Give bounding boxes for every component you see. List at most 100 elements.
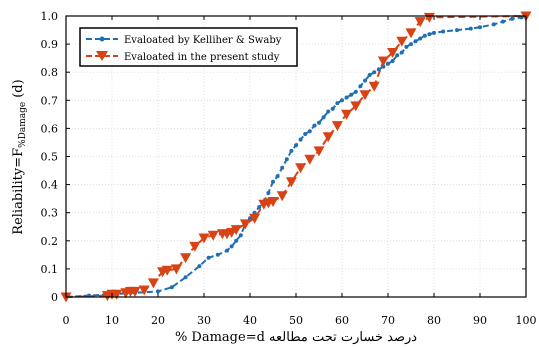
x-axis-label: % Damage=d درصد خسارت تحت مطالعه — [175, 330, 417, 345]
data-point-present-study — [285, 177, 297, 188]
data-point-kelliher-swaby — [317, 120, 321, 125]
data-point-kelliher-swaby — [294, 143, 298, 148]
data-point-present-study — [189, 241, 201, 252]
data-point-kelliher-swaby — [404, 44, 409, 49]
x-tick-label: 20 — [151, 314, 165, 327]
data-point-kelliher-swaby — [248, 216, 252, 221]
x-axis-ticks: 0 10 20 30 40 50 60 70 80 90 100 — [63, 16, 537, 327]
x-tick-label: 30 — [197, 314, 211, 327]
data-point-kelliher-swaby — [363, 78, 367, 83]
data-point-kelliher-swaby — [409, 42, 413, 47]
data-point-kelliher-swaby — [432, 30, 436, 35]
data-point-present-study — [322, 132, 334, 143]
data-point-kelliher-swaby — [238, 233, 243, 238]
data-point-kelliher-swaby — [468, 26, 473, 31]
data-point-kelliher-swaby — [215, 252, 220, 257]
data-point-present-study — [239, 219, 251, 230]
data-point-kelliher-swaby — [349, 92, 354, 97]
data-point-kelliher-swaby — [372, 70, 377, 75]
y-tick-label: 0.6 — [41, 122, 59, 135]
data-point-present-study — [207, 230, 219, 241]
legend-box — [79, 27, 298, 67]
data-point-present-study — [313, 146, 325, 157]
data-point-present-study — [405, 28, 417, 39]
y-axis-label-main: Reliability=F — [11, 148, 26, 235]
x-tick-label: 60 — [335, 314, 349, 327]
data-point-kelliher-swaby — [307, 129, 312, 134]
data-point-kelliher-swaby — [257, 205, 262, 210]
y-tick-label: 0.4 — [41, 179, 59, 192]
data-point-kelliher-swaby — [510, 16, 515, 21]
y-tick-label: 0.1 — [41, 263, 59, 276]
legend-label-kelliher: Evaloated by Kelliher & Swaby — [124, 35, 282, 46]
legend-marker-kelliher — [99, 36, 105, 42]
data-point-kelliher-swaby — [399, 50, 404, 55]
y-tick-label: 0.7 — [41, 94, 59, 107]
data-point-present-study — [396, 36, 408, 47]
legend-label-present: Evaloated in the present study — [124, 52, 280, 63]
data-point-present-study — [341, 109, 353, 120]
data-point-kelliher-swaby — [330, 106, 335, 111]
data-point-kelliher-swaby — [206, 255, 211, 260]
data-point-kelliher-swaby — [225, 248, 229, 253]
data-point-kelliher-swaby — [271, 179, 275, 184]
legend-marker-present — [96, 51, 108, 61]
data-point-present-study — [138, 285, 150, 296]
data-point-kelliher-swaby — [284, 157, 289, 162]
x-tick-label: 0 — [63, 314, 70, 327]
y-tick-label: 0.5 — [41, 151, 59, 164]
data-point-present-study — [276, 191, 288, 202]
data-point-kelliher-swaby — [455, 28, 459, 33]
y-tick-label: 0.9 — [41, 38, 59, 51]
data-point-present-study — [129, 286, 141, 297]
data-point-kelliher-swaby — [441, 29, 446, 34]
y-tick-label: 1.0 — [41, 10, 59, 23]
y-axis-label-sub: %Damage — [18, 102, 28, 148]
data-point-kelliher-swaby — [353, 89, 358, 94]
y-axis-ticks: 0 0.1 0.2 0.3 0.4 0.5 0.6 0.7 0.8 0.9 1.0 — [41, 10, 526, 304]
data-point-kelliher-swaby — [156, 289, 160, 294]
data-point-kelliher-swaby — [298, 137, 303, 142]
data-point-kelliher-swaby — [289, 148, 294, 153]
data-point-kelliher-swaby — [501, 19, 505, 24]
data-point-present-study — [249, 213, 261, 224]
data-point-kelliher-swaby — [303, 132, 308, 136]
data-point-present-study — [111, 289, 123, 300]
y-tick-label: 0.2 — [41, 235, 59, 248]
y-tick-label: 0.8 — [41, 66, 59, 79]
data-point-kelliher-swaby — [344, 95, 349, 100]
data-point-present-study — [350, 101, 362, 112]
x-tick-label: 10 — [105, 314, 119, 327]
data-point-present-study — [359, 90, 371, 101]
data-point-present-study — [267, 197, 279, 207]
data-point-kelliher-swaby — [252, 210, 257, 215]
x-tick-label: 90 — [473, 314, 487, 327]
data-point-kelliher-swaby — [340, 98, 344, 103]
series-layer — [60, 11, 532, 303]
data-point-kelliher-swaby — [169, 285, 174, 290]
data-point-kelliher-swaby — [491, 22, 496, 27]
data-point-kelliher-swaby — [312, 123, 317, 128]
data-point-kelliher-swaby — [280, 165, 285, 170]
data-point-present-study — [180, 253, 192, 264]
data-point-kelliher-swaby — [386, 61, 390, 66]
data-point-kelliher-swaby — [183, 275, 188, 280]
data-point-kelliher-swaby — [321, 115, 326, 120]
data-point-kelliher-swaby — [367, 73, 372, 77]
data-point-present-study — [377, 56, 389, 67]
data-point-kelliher-swaby — [358, 84, 363, 89]
data-point-kelliher-swaby — [381, 64, 386, 69]
data-point-present-study — [147, 278, 159, 289]
data-point-kelliher-swaby — [478, 25, 482, 30]
x-tick-label: 80 — [427, 314, 441, 327]
data-point-present-study — [304, 154, 316, 165]
data-point-kelliher-swaby — [326, 109, 331, 114]
data-point-kelliher-swaby — [418, 36, 423, 41]
x-tick-label: 50 — [289, 314, 303, 327]
y-axis-label-tail: (d) — [11, 79, 26, 97]
y-axis-label: Reliability=F%Damage (d) — [11, 79, 28, 234]
data-point-present-study — [170, 264, 182, 275]
x-tick-label: 100 — [516, 314, 537, 327]
x-tick-label: 70 — [381, 314, 395, 327]
data-point-kelliher-swaby — [376, 67, 381, 72]
